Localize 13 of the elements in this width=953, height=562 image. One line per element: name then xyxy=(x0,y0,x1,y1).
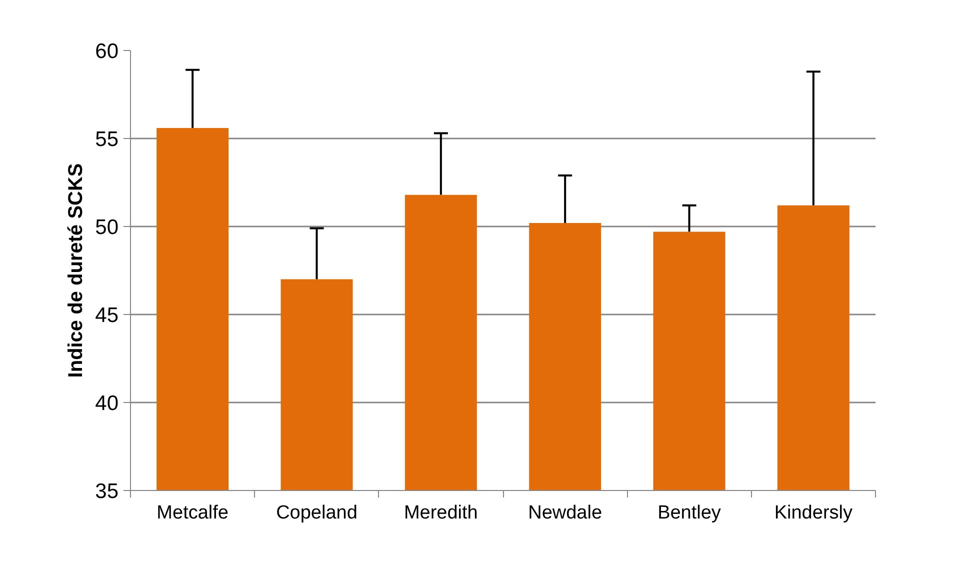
y-tick-label: 45 xyxy=(95,304,118,327)
x-tick-label: Bentley xyxy=(658,502,722,524)
y-tick-label: 40 xyxy=(95,392,118,415)
x-tick-label: Kindersly xyxy=(774,502,853,524)
x-tick-label: Copeland xyxy=(276,502,358,524)
y-tick-label: 60 xyxy=(95,40,118,63)
y-tick-label: 35 xyxy=(95,480,118,503)
x-tick-label: Metcalfe xyxy=(156,502,228,524)
y-axis-title: Indice de dureté SCKS xyxy=(65,163,88,378)
x-tick-label: Meredith xyxy=(404,502,478,524)
x-tick-label: Newdale xyxy=(528,502,602,524)
y-tick-label: 55 xyxy=(95,128,118,151)
y-tick-label: 50 xyxy=(95,216,118,239)
